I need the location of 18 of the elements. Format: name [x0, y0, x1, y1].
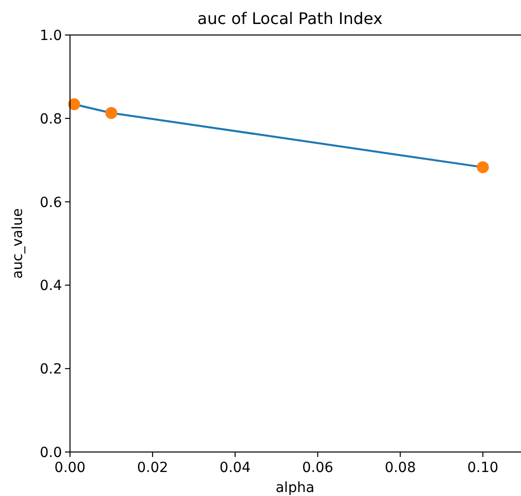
y-tick-label: 0.2 — [40, 362, 62, 378]
chart-title: auc of Local Path Index — [197, 9, 383, 28]
x-tick-label: 0.02 — [136, 460, 168, 476]
x-tick-label: 0.00 — [54, 460, 86, 476]
x-tick-label: 0.06 — [302, 460, 334, 476]
y-axis-title: auc_value — [10, 208, 26, 279]
x-axis-title: alpha — [276, 480, 314, 496]
x-tick-label: 0.04 — [220, 460, 251, 476]
y-tick-label: 1.0 — [40, 28, 62, 44]
x-tick-label: 0.08 — [384, 460, 416, 476]
y-tick-label: 0.0 — [40, 445, 62, 461]
y-tick-label: 0.6 — [40, 194, 62, 211]
point — [105, 106, 118, 119]
point — [68, 98, 80, 110]
point — [476, 161, 489, 174]
y-tick-label: 0.4 — [40, 278, 62, 294]
y-tick-label: 0.8 — [40, 111, 62, 128]
x-tick-label: 0.10 — [467, 460, 498, 476]
